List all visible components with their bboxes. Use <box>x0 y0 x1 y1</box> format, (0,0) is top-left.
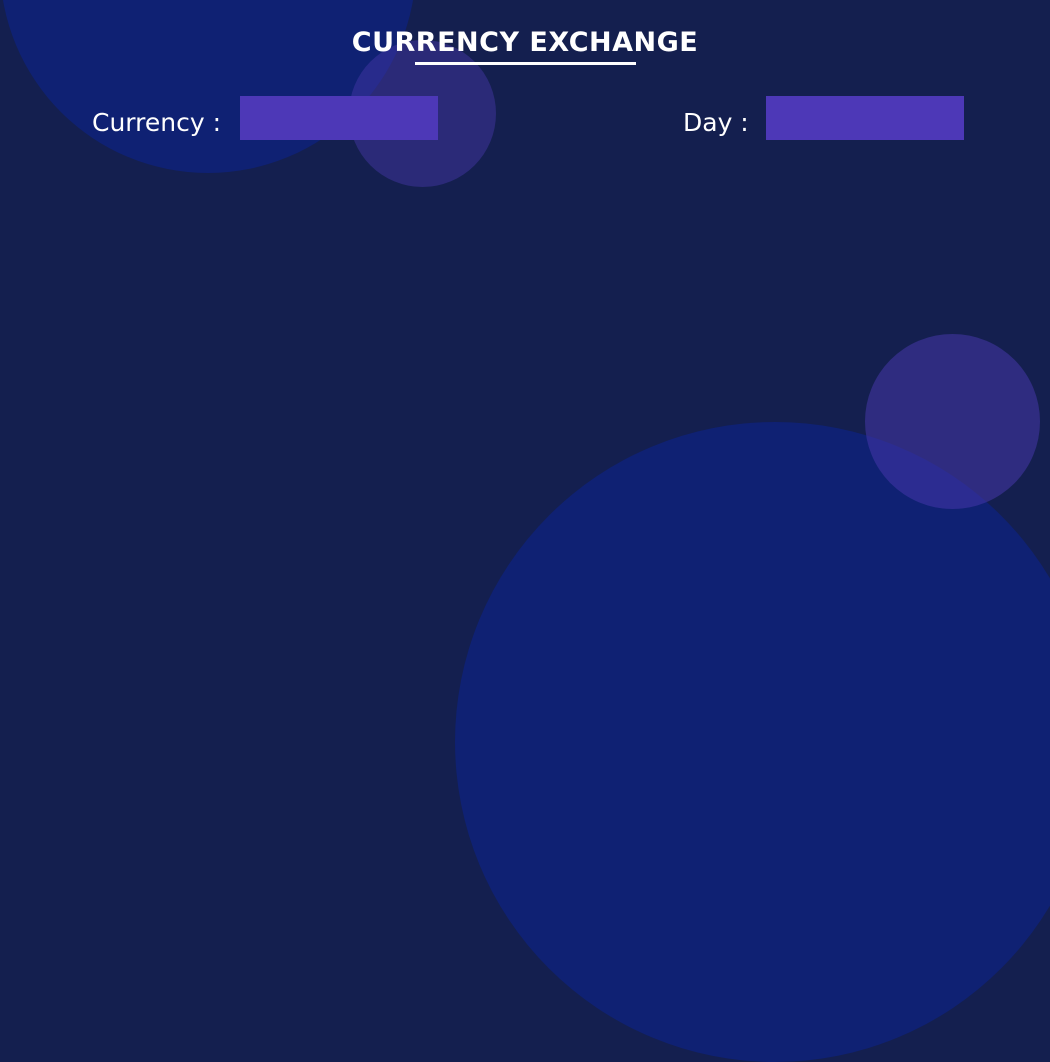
day-input[interactable] <box>766 96 964 140</box>
page-title: CURRENCY EXCHANGE <box>351 27 699 58</box>
background-circle-bottom <box>455 422 1050 1062</box>
currency-input[interactable] <box>240 96 438 140</box>
title-underline <box>415 62 636 65</box>
background-circle-bottom-small <box>865 334 1040 509</box>
day-label: Day : <box>683 108 749 137</box>
currency-label: Currency : <box>92 108 222 137</box>
